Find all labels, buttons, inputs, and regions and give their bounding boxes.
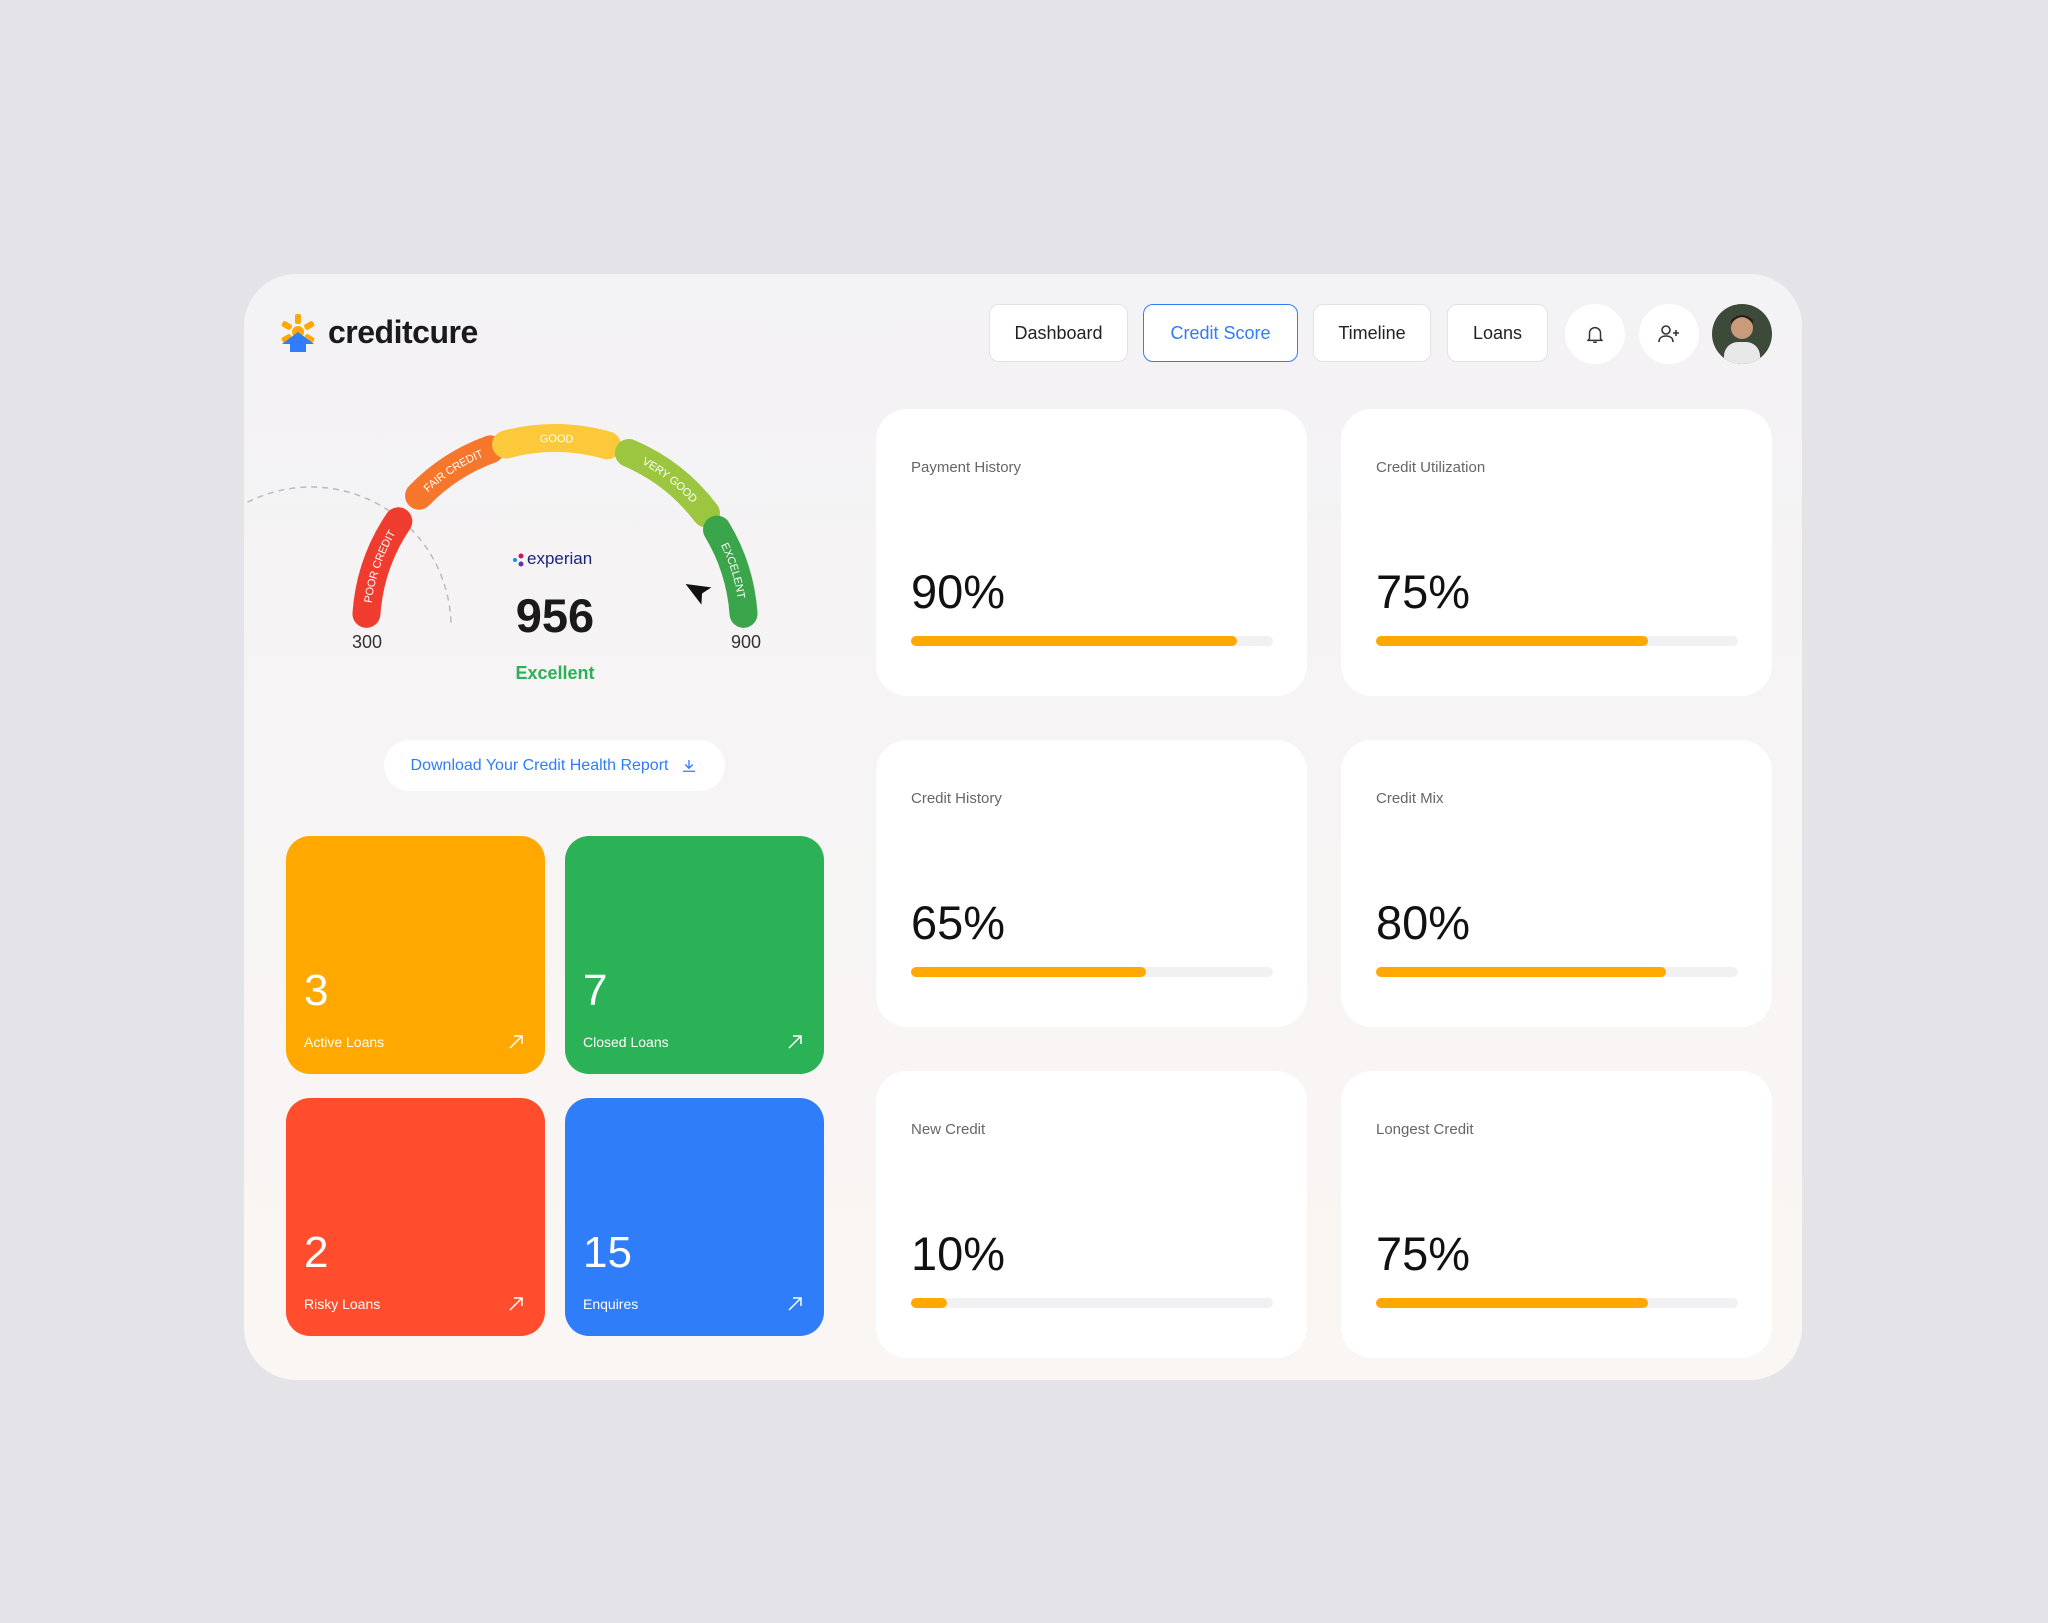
metric-value: 75% xyxy=(1376,565,1471,618)
nav-button[interactable]: Loans xyxy=(1447,304,1548,362)
metric-card: New Credit 10% xyxy=(876,1071,1307,1358)
provider-name: experian xyxy=(527,549,592,568)
gauge-max: 900 xyxy=(731,632,761,652)
tile-value: 3 xyxy=(304,966,329,1015)
gauge-min: 300 xyxy=(352,632,382,652)
credit-score: 956 xyxy=(516,589,594,642)
metric-card: Credit Utilization 75% xyxy=(1341,409,1772,696)
tile-label: Enquires xyxy=(583,1296,639,1312)
gauge-band xyxy=(703,515,758,628)
add-user-button[interactable] xyxy=(1639,304,1699,364)
logo-text: creditcure xyxy=(328,314,478,350)
metric-label: Credit Mix xyxy=(1376,790,1444,807)
tile-label: Active Loans xyxy=(304,1034,385,1050)
download-label: Download Your Credit Health Report xyxy=(410,756,669,774)
metric-label: New Credit xyxy=(911,1121,986,1138)
credit-rating: Excellent xyxy=(515,663,594,683)
progress-bar xyxy=(911,967,1147,977)
gauge-band xyxy=(492,424,622,460)
gauge-band xyxy=(405,435,505,510)
progress-track xyxy=(1376,967,1738,977)
nav-button[interactable]: Timeline xyxy=(1313,304,1431,362)
band-label-path: GOOD xyxy=(540,433,574,446)
metric-label: Longest Credit xyxy=(1376,1121,1474,1138)
nav-button[interactable]: Dashboard xyxy=(989,304,1128,362)
metric-label: Payment History xyxy=(911,459,1022,476)
metric-card: Credit History 65% xyxy=(876,740,1307,1027)
gauge-band xyxy=(614,439,720,528)
loan-tile[interactable]: 3 Active Loans xyxy=(286,836,545,1074)
gauge-band xyxy=(352,507,413,628)
progress-bar xyxy=(911,636,1237,646)
metric-card: Payment History 90% xyxy=(876,409,1307,696)
progress-bar xyxy=(911,1298,948,1308)
provider-logo: experian xyxy=(513,549,592,568)
progress-track xyxy=(911,1298,1273,1308)
nav-button[interactable]: Credit Score xyxy=(1143,304,1298,362)
gauge-pointer xyxy=(685,584,712,605)
download-button[interactable]: Download Your Credit Health Report xyxy=(384,740,725,791)
arrow-icon xyxy=(788,1297,802,1311)
tile-value: 2 xyxy=(304,1228,329,1277)
metric-card: Longest Credit 75% xyxy=(1341,1071,1772,1358)
tile-value: 7 xyxy=(583,966,608,1015)
metric-label: Credit Utilization xyxy=(1376,459,1486,476)
avatar[interactable] xyxy=(1712,304,1772,364)
metric-value: 65% xyxy=(911,896,1006,949)
arrow-icon xyxy=(788,1035,802,1049)
app-window: creditcure Dashboard Credit Score Timeline… xyxy=(244,274,1802,1380)
metric-value: 90% xyxy=(911,565,1006,618)
band-label: GOOD xyxy=(540,433,574,446)
metric-value: 80% xyxy=(1376,896,1471,949)
progress-bar xyxy=(1376,636,1648,646)
loan-tile[interactable]: 2 Risky Loans xyxy=(286,1098,545,1336)
progress-bar xyxy=(1376,967,1666,977)
metric-value: 10% xyxy=(911,1227,1006,1280)
credit-gauge: 300 900 experian 956 Excellent POOR CRED… xyxy=(244,424,761,683)
arrow-icon xyxy=(509,1297,523,1311)
progress-track xyxy=(1376,1298,1738,1308)
loan-tile[interactable]: 15 Enquires xyxy=(565,1098,824,1336)
progress-track xyxy=(911,967,1273,977)
loan-tile[interactable]: 7 Closed Loans xyxy=(565,836,824,1074)
arrow-icon xyxy=(509,1035,523,1049)
metric-value: 75% xyxy=(1376,1227,1471,1280)
tile-label: Risky Loans xyxy=(304,1296,381,1312)
metric-label: Credit History xyxy=(911,790,1002,807)
progress-track xyxy=(911,636,1273,646)
notifications-button[interactable] xyxy=(1565,304,1625,364)
metric-card: Credit Mix 80% xyxy=(1341,740,1772,1027)
tile-value: 15 xyxy=(583,1228,632,1277)
tile-label: Closed Loans xyxy=(583,1034,669,1050)
logo-icon xyxy=(281,314,315,352)
progress-bar xyxy=(1376,1298,1648,1308)
progress-track xyxy=(1376,636,1738,646)
